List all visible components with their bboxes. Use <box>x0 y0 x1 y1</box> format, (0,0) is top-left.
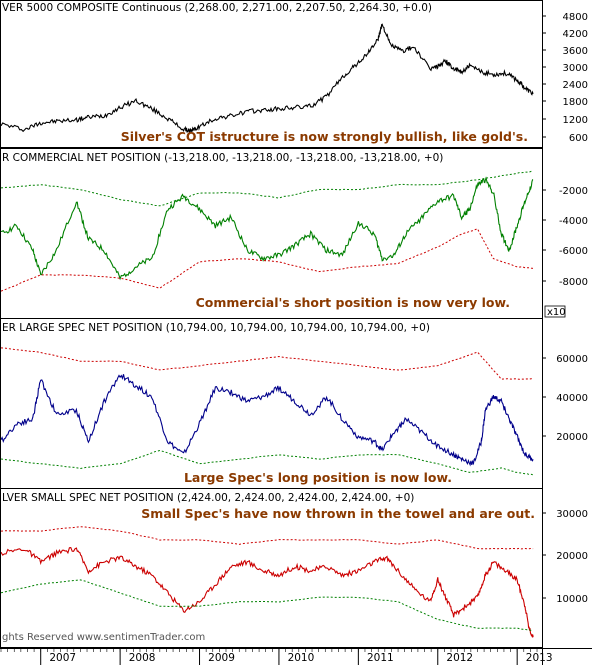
panel-3-series-2-line <box>1 347 534 380</box>
panel-1-ytick-label: 1200 <box>563 115 588 126</box>
panel-4-ytick-label: 10000 <box>556 594 588 605</box>
panel-3-series-3-line <box>1 449 534 476</box>
panel-1-ytick-label: 4200 <box>563 29 588 40</box>
panel-1-ytick-label: 2400 <box>563 80 588 91</box>
panel-1-ytick-label: 1800 <box>563 97 588 108</box>
panel-2-ytick-label: -8000 <box>559 277 588 288</box>
panel-3-ytick-label: 60000 <box>556 354 588 365</box>
scale-label: x10 <box>547 307 566 318</box>
panel-2-series-3-line <box>1 228 534 292</box>
panel-4-plot <box>1 526 534 638</box>
panel-2-title: R COMMERCIAL NET POSITION (-13,218.00, -… <box>2 152 443 164</box>
panel-4-annotation: Small Spec's have now thrown in the towe… <box>141 506 535 521</box>
x-axis-year-label: 2013 <box>526 652 553 664</box>
panel-3-ytick-label: 20000 <box>556 432 588 443</box>
panel-2-annotation: Commercial's short position is now very … <box>196 295 510 310</box>
copyright-text: ghts Reserved www.sentimenTrader.com <box>2 632 205 643</box>
x-axis-year-label: 2009 <box>208 652 235 664</box>
panel-1-series-1-line <box>1 23 534 133</box>
panel-1-ytick-label: 3600 <box>563 46 588 57</box>
panel-1-ytick-label: 600 <box>569 133 588 144</box>
x-axis-year-label: 2011 <box>367 652 394 664</box>
panel-3-plot <box>1 347 534 476</box>
panel-4-ytick-label: 30000 <box>556 509 588 520</box>
x-axis-year-label: 2012 <box>446 652 473 664</box>
panel-1-ytick-label: 4800 <box>563 12 588 23</box>
panel-1-plot <box>1 23 534 133</box>
panel-2-series-2-line <box>1 170 534 207</box>
x-axis-year-label: 2010 <box>288 652 315 664</box>
scale-box <box>544 305 566 318</box>
panel-3-series-1-line <box>1 374 534 467</box>
panel-4-ytick-label: 20000 <box>556 551 588 562</box>
panel-1-annotation: Silver's COT istructure is now strongly … <box>121 129 528 144</box>
panel-4-series-1-line <box>1 546 534 638</box>
x-axis-year-label: 2007 <box>49 652 76 664</box>
panel-2-series-1-line <box>1 176 534 281</box>
panel-3-title: ER LARGE SPEC NET POSITION (10,794.00, 1… <box>2 322 430 334</box>
panel-2-ytick-label: -2000 <box>559 186 588 197</box>
panel-2-ytick-label: -6000 <box>559 246 588 257</box>
panel-1-ytick-label: 3000 <box>563 63 588 74</box>
panel-4-title: LVER SMALL SPEC NET POSITION (2,424.00, … <box>2 492 414 504</box>
x-axis-year-label: 2008 <box>129 652 156 664</box>
panel-3-annotation: Large Spec's long position is now low. <box>184 470 452 485</box>
panel-2-ytick-label: -4000 <box>559 216 588 227</box>
panel-2-plot <box>1 170 534 292</box>
panel-3-ytick-label: 40000 <box>556 393 588 404</box>
panel-4-series-2-line <box>1 526 534 550</box>
panel-1-title: VER 5000 COMPOSITE Continuous (2,268.00,… <box>2 2 432 14</box>
